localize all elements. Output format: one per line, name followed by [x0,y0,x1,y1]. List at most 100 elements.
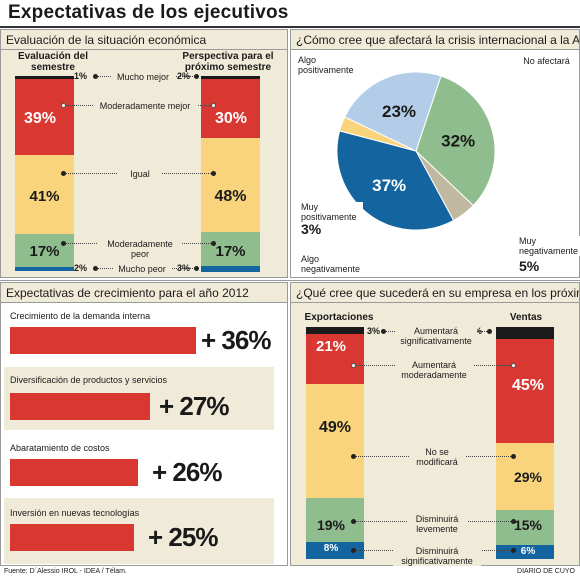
category-label: Disminuirá levemente [407,514,467,534]
category-label: Mucho peor [113,264,171,274]
left-column-title: Exportaciones [304,312,374,323]
data-label: 2% [177,71,191,81]
bar-seg-mucho-mejor [201,76,260,79]
bar-seg-moderadamente-peor [15,234,74,267]
bar-seg-no-modificara [306,384,364,498]
category-label: Moderadamente mejor [93,101,197,111]
panel-economic-situation: Evaluación de la situación económica Eva… [0,29,288,278]
data-label: 5% [519,258,540,274]
growth-bar [10,327,196,354]
bar-seg-mucho-peor [15,267,74,271]
leader-dot [511,363,516,368]
right-column-title: Ventas [509,312,543,323]
leader-dot [351,454,356,459]
data-label: 45% [511,377,545,394]
data-label: 21% [315,338,347,355]
left-column-title: Evaluación del semestre [17,51,89,73]
leader-dot [351,363,356,368]
leader-dot [194,74,199,79]
data-label: 17% [215,243,246,260]
page-title: Expectativas de los ejecutivos [8,2,289,23]
bar-seg-disminuira-sig [496,545,554,559]
leader-dot [211,103,216,108]
pie-slice [336,130,455,231]
leader-dot [511,548,516,553]
growth-label: Crecimiento de la demanda interna [10,311,151,321]
panel-heading: ¿Qué cree que sucederá en su empresa en … [291,283,579,303]
growth-item: Diversificación de productos y servicios… [4,367,274,430]
category-label: Disminuirá significativamente [393,546,481,566]
category-label: Mucho mejor [111,72,175,82]
data-label: 48% [214,188,247,205]
data-label: 8% [323,543,339,554]
growth-bar [10,524,134,551]
data-label: 1% [74,71,88,81]
growth-value: + 36% [201,325,271,355]
leader-dot [511,454,516,459]
data-label: 29% [513,469,543,485]
data-label: 3% [367,326,381,336]
panel-growth-expectations: Expectativas de crecimiento para el año … [0,282,288,566]
leader-dot [211,171,216,176]
category-label: Muy positivamente [299,202,363,222]
leader-dot [61,103,66,108]
growth-item: Inversión en nuevas tecnologías + 25% [4,498,274,564]
bar-seg-mucho-mejor [15,76,74,79]
title-rule [0,26,580,28]
growth-bar [10,459,138,486]
panel-heading: Expectativas de crecimiento para el año … [1,283,287,303]
category-label: Moderadamente peor [98,239,182,259]
category-label: Aumentará significativamente [395,326,477,346]
category-label: Igual [118,169,162,179]
leader-dot [351,548,356,553]
leader-dot [487,329,492,334]
publisher-credit: DIARIO DE CUYO [517,568,575,575]
leader-dot [351,519,356,524]
data-label: 37% [372,176,406,195]
leader-dot [61,241,66,246]
growth-value: + 26% [152,457,222,487]
data-label: 39% [23,110,57,127]
leader-dot [61,171,66,176]
panel-heading: Evaluación de la situación económica [1,30,287,50]
bar-seg-aumentara-sig [496,327,554,339]
growth-label: Abaratamiento de costos [10,443,110,453]
panel-crisis-impact: ¿Cómo cree que afectará la crisis intern… [290,29,580,278]
category-label: Muy negativamente [517,236,580,256]
growth-label: Diversificación de productos y servicios [10,375,168,385]
bar-seg-disminuira-lev [496,510,554,545]
data-label: 23% [382,102,416,121]
growth-value: + 27% [159,391,229,421]
data-label: 3% [177,263,191,273]
bar-seg-disminuira-sig [306,542,364,559]
bar-seg-mucho-peor [201,266,260,272]
data-label: 17% [29,243,60,260]
bar-seg-aumentara-mod [496,339,554,443]
category-label: Algo positivamente [296,55,360,75]
leader-dot [194,266,199,271]
data-label: 3% [301,221,322,237]
bar-seg-moderadamente-peor [201,232,260,266]
category-label: Aumentará moderadamente [395,360,473,380]
bar-seg-igual [201,138,260,232]
growth-bar [10,393,150,420]
data-label: 32% [441,131,475,150]
growth-label: Inversión en nuevas tecnologías [10,508,140,518]
data-label: 2% [74,263,88,273]
data-label: 19% [316,517,346,533]
category-label: No afectará [517,56,576,66]
leader-dot [93,74,98,79]
panel-heading: ¿Cómo cree que afectará la crisis intern… [291,30,579,50]
leader-dot [511,519,516,524]
data-label: 15% [513,517,543,533]
leader-dot [93,266,98,271]
data-label: 6% [520,546,536,557]
growth-item: Crecimiento de la demanda interna + 36% [4,305,274,361]
pie-slice [415,75,496,207]
bar-seg-aumentara-mod [306,334,364,384]
category-label: No se modificará [409,447,465,467]
data-label: 49% [318,419,352,436]
data-label: 30% [214,110,248,127]
source-note: Fuente: D´Alessio IROL - IDEA / Télam. [4,568,127,575]
bar-seg-aumentara-sig [306,327,364,334]
